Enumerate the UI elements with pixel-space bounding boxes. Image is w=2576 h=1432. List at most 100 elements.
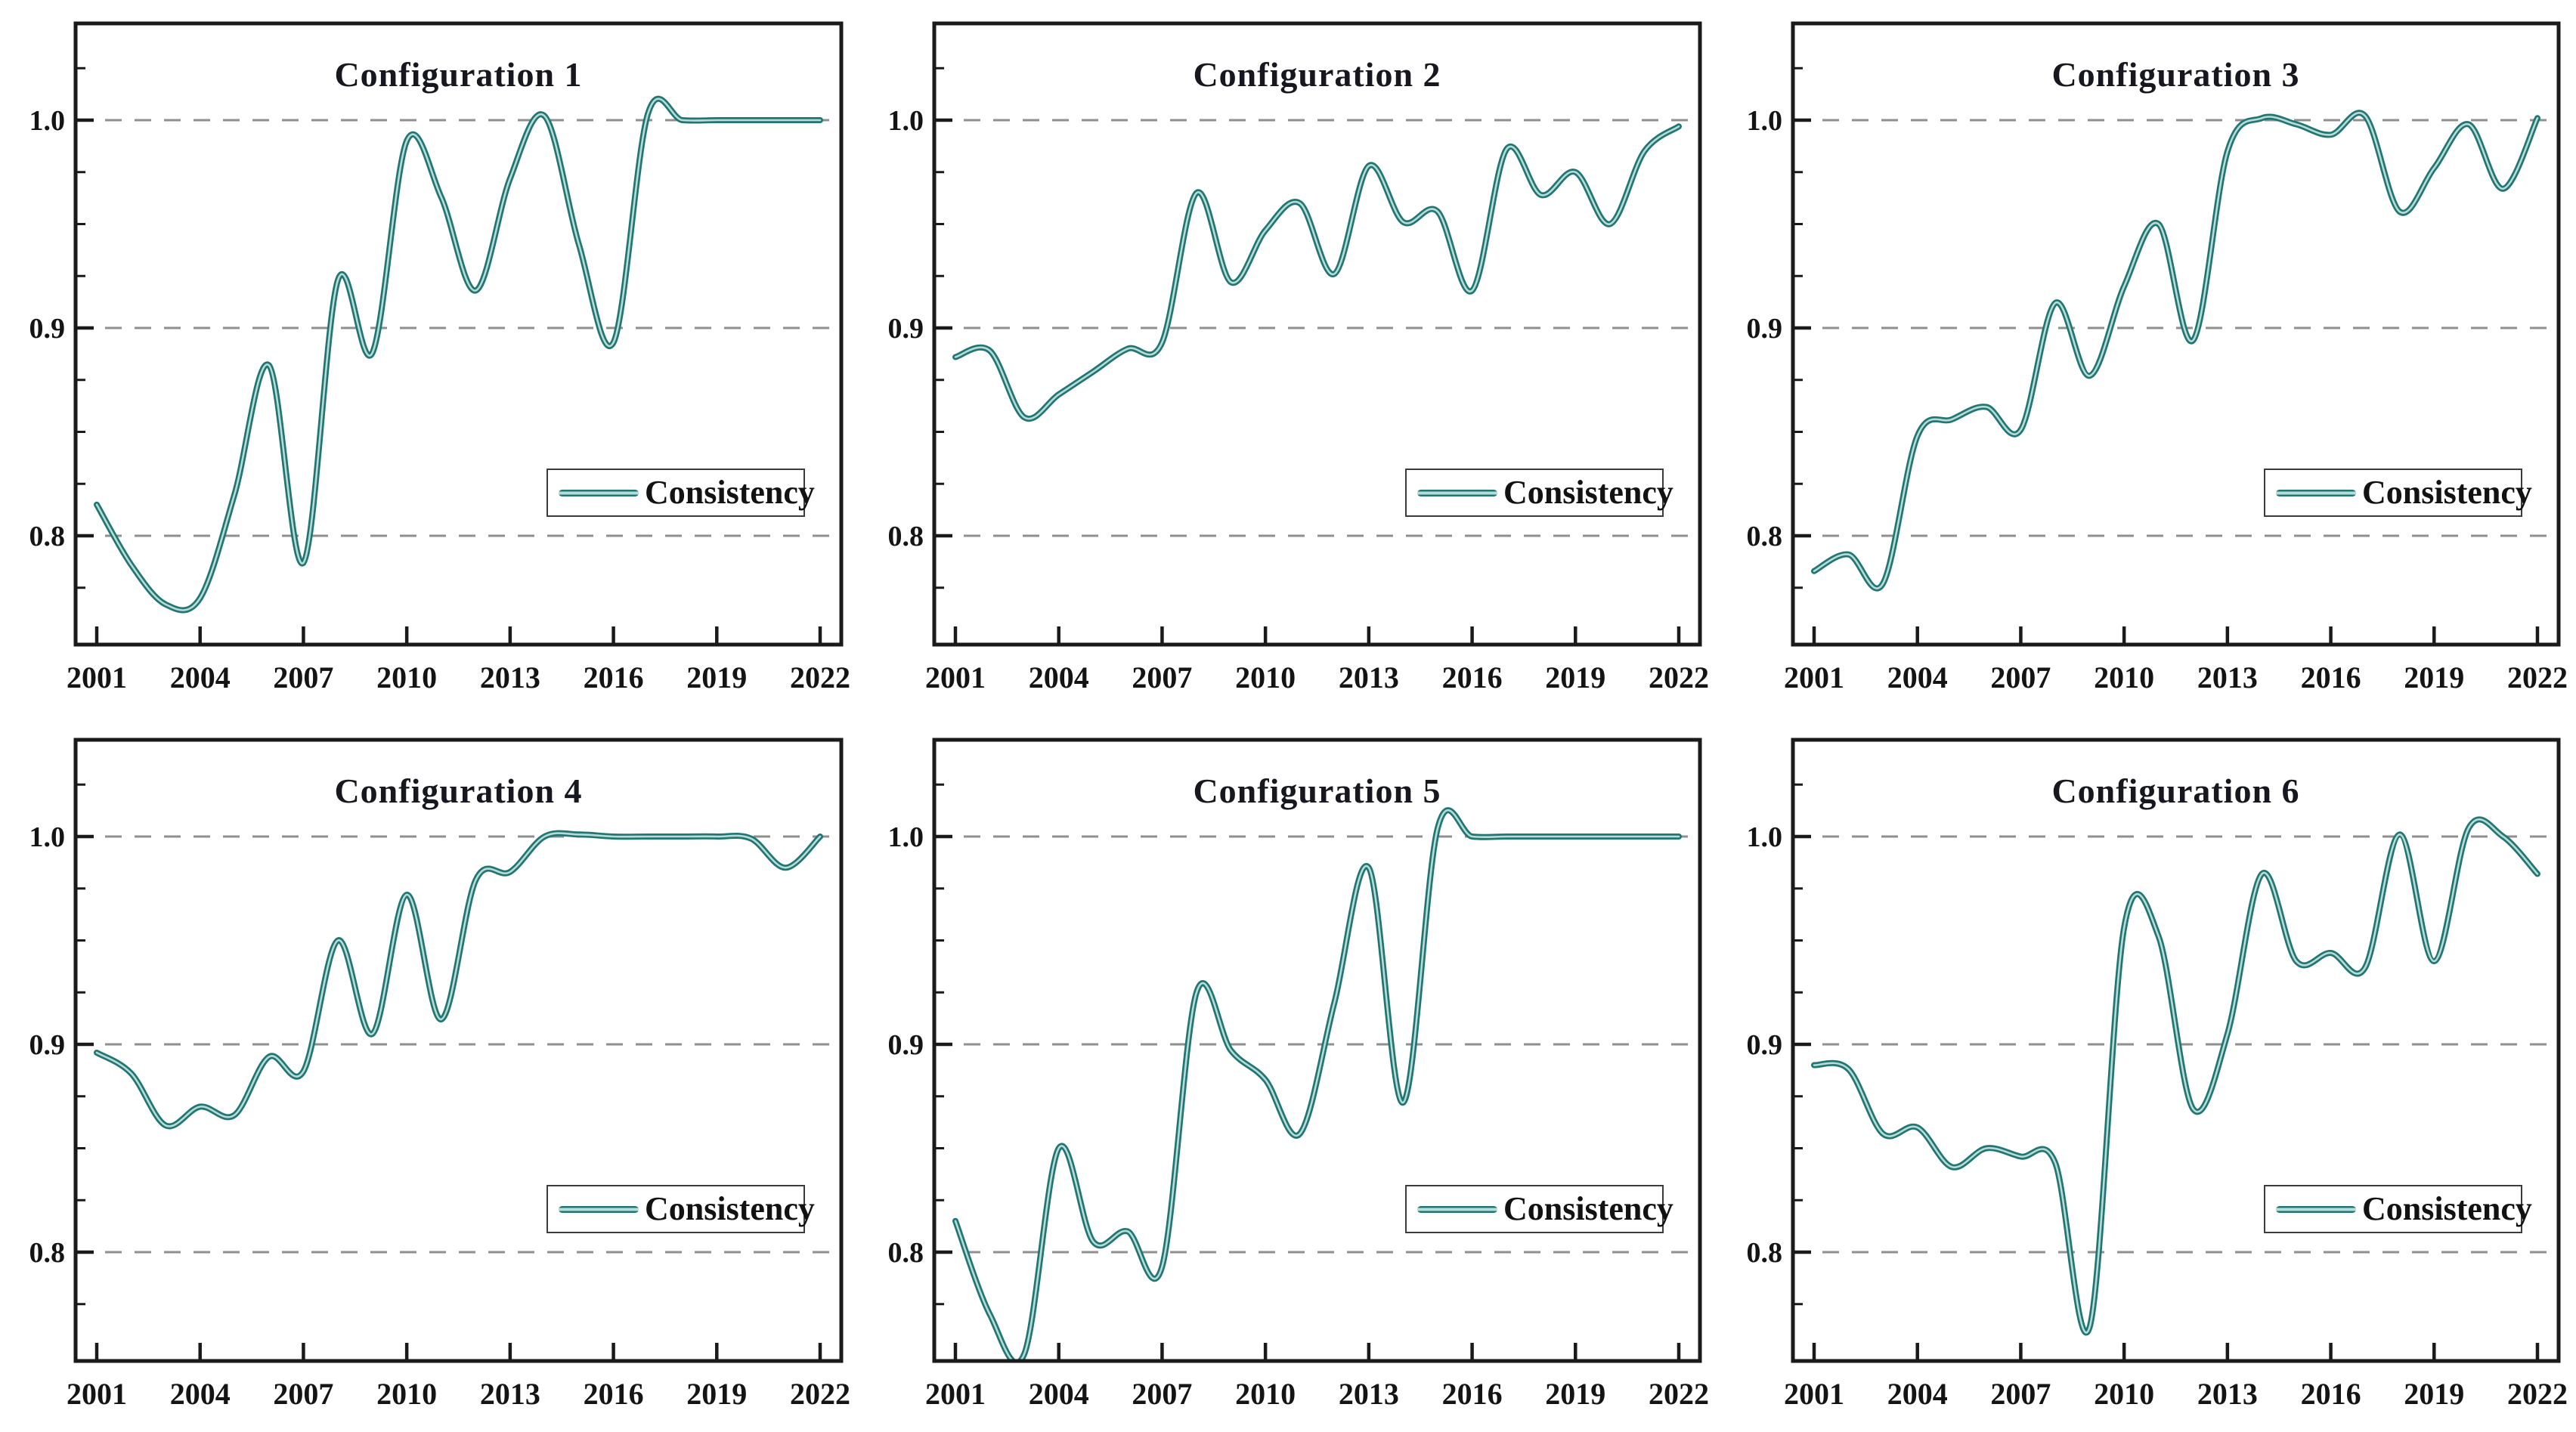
x-tick-label: 2010 — [2094, 660, 2154, 694]
legend: Consistency — [2264, 469, 2532, 517]
consistency-line-outer — [94, 830, 823, 1130]
chart-title: Configuration 3 — [2051, 55, 2300, 94]
chart-title: Configuration 5 — [1193, 772, 1441, 810]
consistency-line — [952, 123, 1682, 422]
legend-label: Consistency — [2362, 1190, 2532, 1227]
plot-border — [1791, 738, 2561, 1363]
x-tick-label: 2004 — [1029, 660, 1089, 694]
x-tick-label: 2007 — [1990, 660, 2051, 694]
consistency-line-inner — [1813, 112, 2539, 589]
y-tick-label: 0.9 — [1747, 1029, 1783, 1061]
x-tick-label: 2001 — [925, 1377, 986, 1411]
consistency-line — [94, 830, 823, 1130]
x-tick-label: 2022 — [1649, 660, 1709, 694]
legend-line-sample — [2276, 489, 2356, 496]
x-tick-label: 2004 — [1887, 1377, 1948, 1411]
plot-border — [932, 738, 1702, 1363]
y-tick-label: 0.8 — [1747, 521, 1783, 552]
chart-title: Configuration 4 — [334, 772, 583, 810]
x-tick-label: 2001 — [67, 1377, 127, 1411]
chart-title: Configuration 6 — [2051, 772, 2300, 810]
legend-label: Consistency — [645, 1190, 815, 1227]
x-tick-label: 2013 — [2197, 660, 2258, 694]
x-tick-label: 2022 — [790, 1377, 850, 1411]
y-tick-label: 0.8 — [888, 1237, 924, 1269]
x-tick-label: 2001 — [1784, 660, 1844, 694]
consistency-line-inner — [1813, 818, 2539, 1334]
legend: Consistency — [546, 1185, 815, 1233]
plot-border — [73, 21, 844, 647]
legend: Consistency — [546, 469, 815, 517]
chart-configuration-5: 0.8 0.9 1.0 2001 2004 2007 2010 2013 2016 2019 202… — [859, 716, 1717, 1432]
x-tick-label: 2022 — [2507, 1377, 2568, 1411]
consistency-line-outer — [1811, 816, 2540, 1336]
chart-configuration-3: 0.8 0.9 1.0 2001 2004 2007 2010 2013 2016 2019 202… — [1717, 0, 2576, 716]
x-tick-label: 2016 — [584, 660, 644, 694]
legend-line-sample — [1417, 1205, 1497, 1213]
x-tick-label: 2007 — [273, 1377, 333, 1411]
y-tick-label: 0.9 — [888, 313, 924, 345]
x-tick-label: 2019 — [1545, 660, 1605, 694]
x-tick-label: 2013 — [480, 660, 540, 694]
chart-title: Configuration 1 — [334, 55, 583, 94]
y-tick-label: 0.8 — [29, 1237, 66, 1269]
y-tick-label: 1.0 — [888, 821, 924, 853]
x-tick-label: 2013 — [480, 1377, 540, 1411]
x-tick-label: 2010 — [376, 660, 437, 694]
x-tick-label: 2022 — [2507, 660, 2568, 694]
consistency-line — [952, 807, 1682, 1361]
legend-label: Consistency — [2362, 474, 2532, 511]
chart-configuration-2: 0.8 0.9 1.0 2001 2004 2007 2010 2013 2016 2019 202… — [859, 0, 1717, 716]
plot-border — [1791, 21, 2561, 647]
y-tick-label: 1.0 — [29, 105, 66, 137]
x-tick-label: 2010 — [376, 1377, 437, 1411]
x-tick-label: 2001 — [67, 660, 127, 694]
legend-label: Consistency — [1503, 1190, 1673, 1227]
consistency-line — [1811, 816, 2540, 1336]
y-tick-label: 0.8 — [888, 521, 924, 552]
x-tick-label: 2019 — [686, 1377, 747, 1411]
consistency-line-inner — [954, 125, 1680, 420]
plot-border — [932, 21, 1702, 647]
x-tick-label: 2004 — [170, 660, 231, 694]
x-tick-label: 2019 — [1545, 1377, 1605, 1411]
consistency-line-inner — [95, 97, 822, 611]
y-tick-label: 1.0 — [29, 821, 66, 853]
chart-title: Configuration 2 — [1193, 55, 1441, 94]
y-tick-label: 0.9 — [29, 1029, 66, 1061]
x-tick-label: 2004 — [170, 1377, 231, 1411]
y-tick-label: 1.0 — [888, 105, 924, 137]
line-plot: 0.8 0.9 1.0 2001 2004 2007 2010 2013 2016 2019 202… — [29, 738, 850, 1411]
consistency-line-outer — [952, 807, 1682, 1361]
x-tick-label: 2019 — [2404, 660, 2464, 694]
chart-configuration-4: 0.8 0.9 1.0 2001 2004 2007 2010 2013 2016 2019 202… — [0, 716, 859, 1432]
legend-line-sample — [559, 489, 639, 496]
line-plot: 0.8 0.9 1.0 2001 2004 2007 2010 2013 2016 2019 202… — [888, 738, 1709, 1411]
y-tick-label: 0.9 — [888, 1029, 924, 1061]
x-tick-label: 2001 — [925, 660, 986, 694]
x-tick-label: 2019 — [686, 660, 747, 694]
x-tick-label: 2004 — [1887, 660, 1948, 694]
consistency-line — [94, 95, 823, 614]
consistency-line-inner — [954, 809, 1680, 1361]
x-tick-label: 2007 — [1990, 1377, 2051, 1411]
consistency-line-outer — [94, 95, 823, 614]
consistency-line — [1811, 110, 2540, 592]
x-tick-label: 2022 — [1649, 1377, 1709, 1411]
y-tick-label: 0.9 — [1747, 313, 1783, 345]
consistency-line-outer — [1811, 110, 2540, 592]
x-tick-label: 2022 — [790, 660, 850, 694]
y-tick-label: 0.8 — [29, 521, 66, 552]
consistency-line-inner — [95, 832, 822, 1127]
legend: Consistency — [1405, 1185, 1673, 1233]
x-tick-label: 2007 — [1132, 660, 1192, 694]
x-tick-label: 2004 — [1029, 1377, 1089, 1411]
y-tick-label: 0.9 — [29, 313, 66, 345]
x-tick-label: 2007 — [1132, 1377, 1192, 1411]
x-tick-label: 2013 — [1339, 660, 1399, 694]
line-plot: 0.8 0.9 1.0 2001 2004 2007 2010 2013 2016 2019 202… — [1747, 738, 2568, 1411]
y-tick-label: 1.0 — [1747, 821, 1783, 853]
line-plot: 0.8 0.9 1.0 2001 2004 2007 2010 2013 2016 2019 202… — [888, 21, 1709, 694]
x-tick-label: 2016 — [2301, 1377, 2361, 1411]
